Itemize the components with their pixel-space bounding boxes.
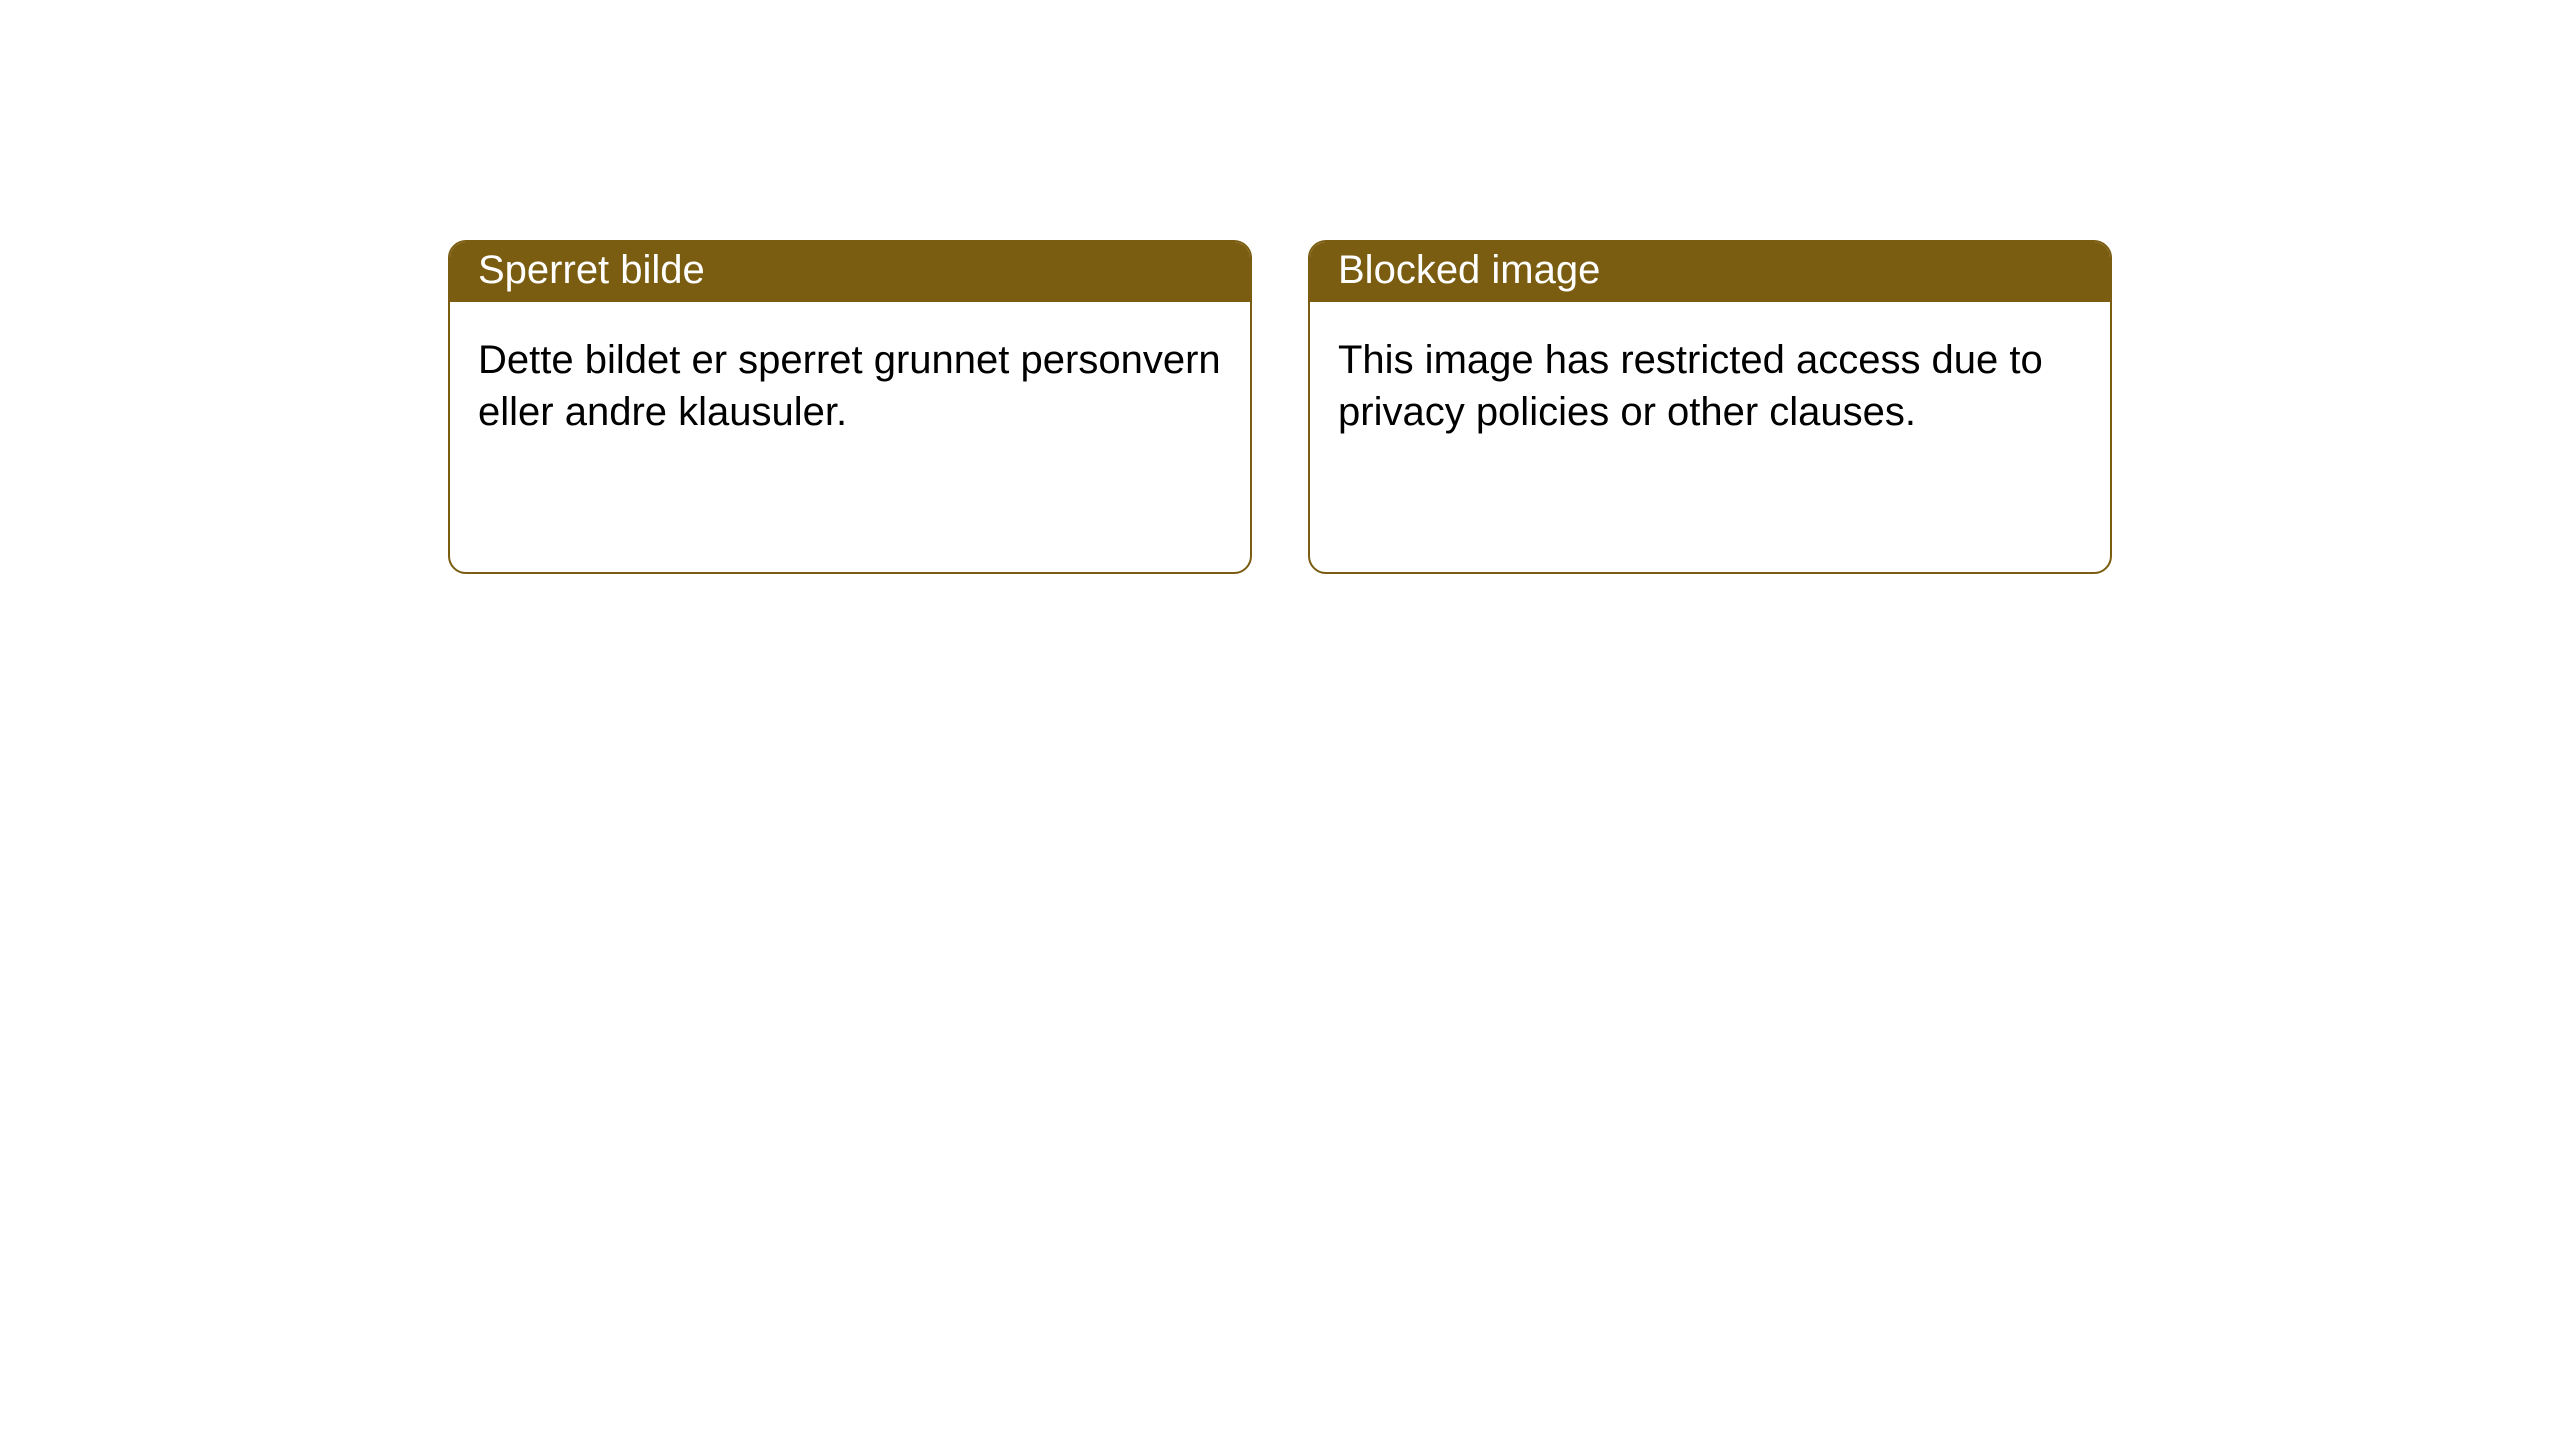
notice-container: Sperret bilde Dette bildet er sperret gr… bbox=[0, 0, 2560, 574]
notice-body-english: This image has restricted access due to … bbox=[1310, 302, 2110, 470]
notice-body-norwegian: Dette bildet er sperret grunnet personve… bbox=[450, 302, 1250, 470]
notice-card-norwegian: Sperret bilde Dette bildet er sperret gr… bbox=[448, 240, 1252, 574]
notice-header-norwegian: Sperret bilde bbox=[450, 242, 1250, 302]
notice-header-english: Blocked image bbox=[1310, 242, 2110, 302]
notice-card-english: Blocked image This image has restricted … bbox=[1308, 240, 2112, 574]
